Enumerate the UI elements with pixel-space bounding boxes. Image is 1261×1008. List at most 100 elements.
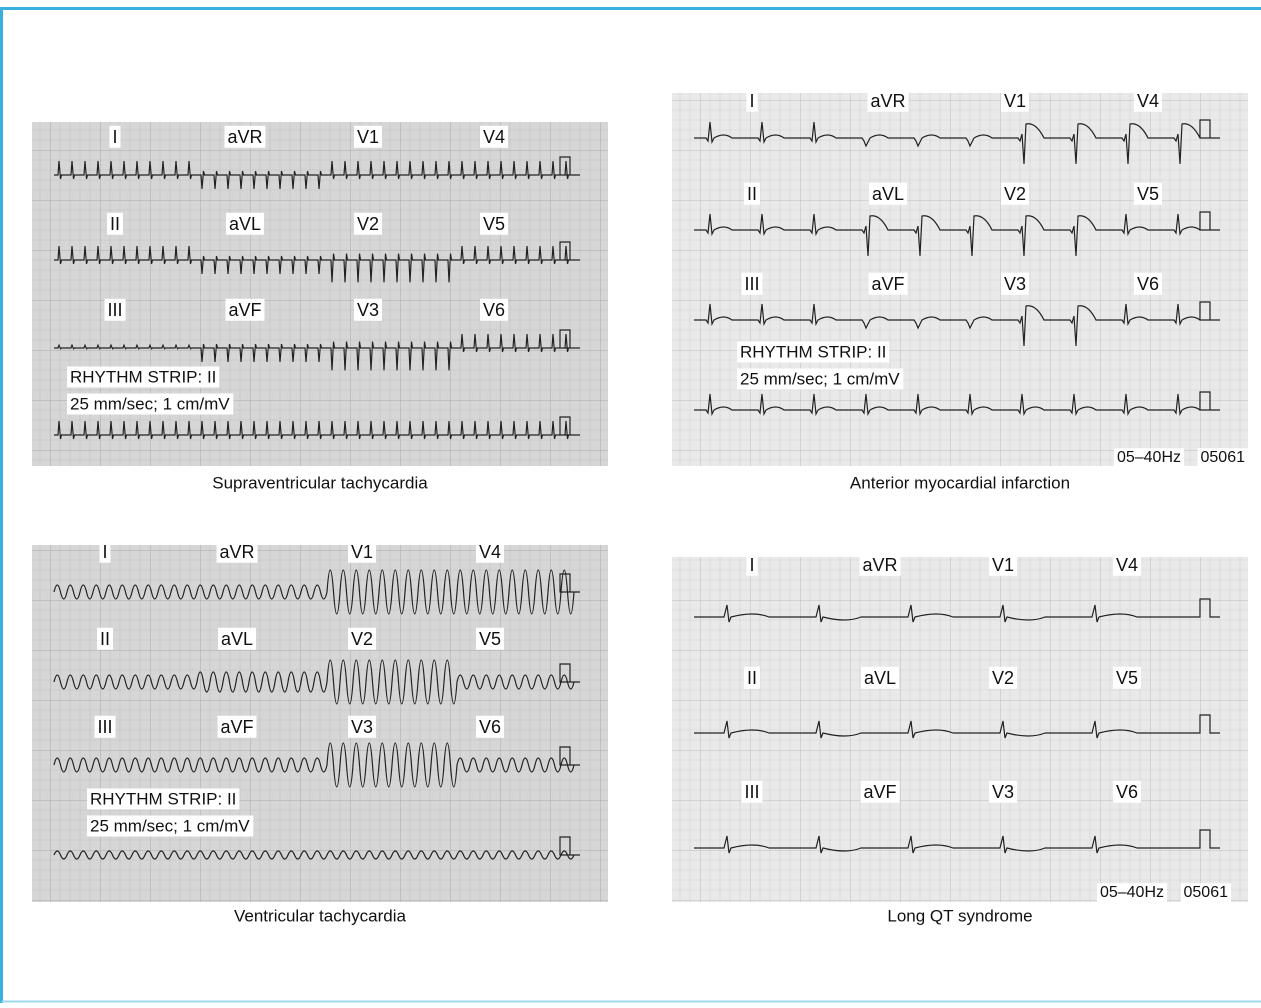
label: V2	[992, 668, 1014, 688]
label: II	[110, 214, 120, 234]
label-group: aVR	[859, 554, 900, 576]
label-group: V2	[1001, 183, 1029, 205]
label: V4	[1116, 555, 1138, 575]
label: I	[112, 127, 117, 147]
label: V6	[479, 717, 501, 737]
label-group: V4	[480, 126, 508, 148]
label-group: V2	[989, 667, 1017, 689]
label-group: V5	[1134, 183, 1162, 205]
label: V1	[992, 555, 1014, 575]
label-group: V1	[989, 554, 1017, 576]
label-group: II	[744, 667, 760, 689]
label: V2	[1004, 184, 1026, 204]
label-group: V5	[480, 213, 508, 235]
label: aVR	[862, 555, 897, 575]
label-group: V2	[354, 213, 382, 235]
label: V3	[357, 300, 379, 320]
caption: Supraventricular tachycardia	[212, 473, 428, 492]
label-group: aVL	[861, 667, 899, 689]
label: aVF	[871, 274, 904, 294]
label-group: V6	[1134, 273, 1162, 295]
label: V5	[1116, 668, 1138, 688]
label-group: RHYTHM STRIP: II	[87, 788, 239, 809]
label-group: aVL	[869, 183, 907, 205]
label: V1	[357, 127, 379, 147]
label: RHYTHM STRIP: II	[90, 789, 236, 808]
label-group: V1	[1001, 90, 1029, 112]
label: V1	[351, 542, 373, 562]
label: aVL	[872, 184, 904, 204]
label: aVR	[227, 127, 262, 147]
label-group: I	[99, 541, 110, 563]
label: II	[747, 668, 757, 688]
label: V3	[992, 782, 1014, 802]
label-group: V5	[476, 628, 504, 650]
label: V5	[483, 214, 505, 234]
label-group: 05–40Hz	[1097, 883, 1167, 902]
label: V4	[479, 542, 501, 562]
label-group: 25 mm/sec; 1 cm/mV	[737, 368, 903, 389]
label: aVR	[219, 542, 254, 562]
label-group: III	[94, 716, 115, 738]
label-group: 05061	[1181, 883, 1232, 902]
label-group: RHYTHM STRIP: II	[737, 341, 889, 362]
label: I	[749, 555, 754, 575]
label: V4	[1137, 91, 1159, 111]
label: aVF	[863, 782, 896, 802]
label-group: I	[109, 126, 120, 148]
label-group: V1	[348, 541, 376, 563]
label-group: V3	[1001, 273, 1029, 295]
label: V4	[483, 127, 505, 147]
label-group: III	[741, 781, 762, 803]
label: 05–40Hz	[1117, 449, 1181, 466]
label-group: V4	[1113, 554, 1141, 576]
label-group: III	[104, 299, 125, 321]
label: aVF	[220, 717, 253, 737]
label-group: V1	[354, 126, 382, 148]
label-group: 25 mm/sec; 1 cm/mV	[67, 393, 233, 414]
label: RHYTHM STRIP: II	[70, 367, 216, 386]
label: aVF	[228, 300, 261, 320]
label-group: II	[97, 628, 113, 650]
label: III	[107, 300, 122, 320]
label-group: V4	[476, 541, 504, 563]
label: V5	[1137, 184, 1159, 204]
label-group: I	[746, 90, 757, 112]
label-group: II	[744, 183, 760, 205]
label-group: 05–40Hz	[1114, 448, 1184, 467]
label-group: II	[107, 213, 123, 235]
label-group: aVF	[860, 781, 899, 803]
label: aVR	[870, 91, 905, 111]
caption: Anterior myocardial infarction	[850, 473, 1070, 492]
label: I	[102, 542, 107, 562]
label: I	[749, 91, 754, 111]
label-group: V5	[1113, 667, 1141, 689]
label-group: I	[746, 554, 757, 576]
label-group: aVL	[218, 628, 256, 650]
label: V2	[351, 629, 373, 649]
label-group: RHYTHM STRIP: II	[67, 366, 219, 387]
label: V3	[1004, 274, 1026, 294]
label: 05061	[1184, 884, 1229, 901]
label: aVL	[864, 668, 896, 688]
label: 05–40Hz	[1100, 884, 1164, 901]
label-group: aVR	[224, 126, 265, 148]
label-group: V6	[1113, 781, 1141, 803]
label-group: V3	[354, 299, 382, 321]
label: 25 mm/sec; 1 cm/mV	[740, 369, 900, 388]
label: III	[744, 274, 759, 294]
caption: Long QT syndrome	[887, 906, 1032, 925]
label-group: V4	[1134, 90, 1162, 112]
ecg-panel	[672, 557, 1248, 902]
label-group: V3	[989, 781, 1017, 803]
label: V2	[357, 214, 379, 234]
label-group: V6	[480, 299, 508, 321]
label-group: V2	[348, 628, 376, 650]
label: 05061	[1201, 449, 1246, 466]
label-group: aVR	[216, 541, 257, 563]
label: V6	[483, 300, 505, 320]
label: V1	[1004, 91, 1026, 111]
label-group: aVF	[868, 273, 907, 295]
label-group: aVR	[867, 90, 908, 112]
label-group: V6	[476, 716, 504, 738]
